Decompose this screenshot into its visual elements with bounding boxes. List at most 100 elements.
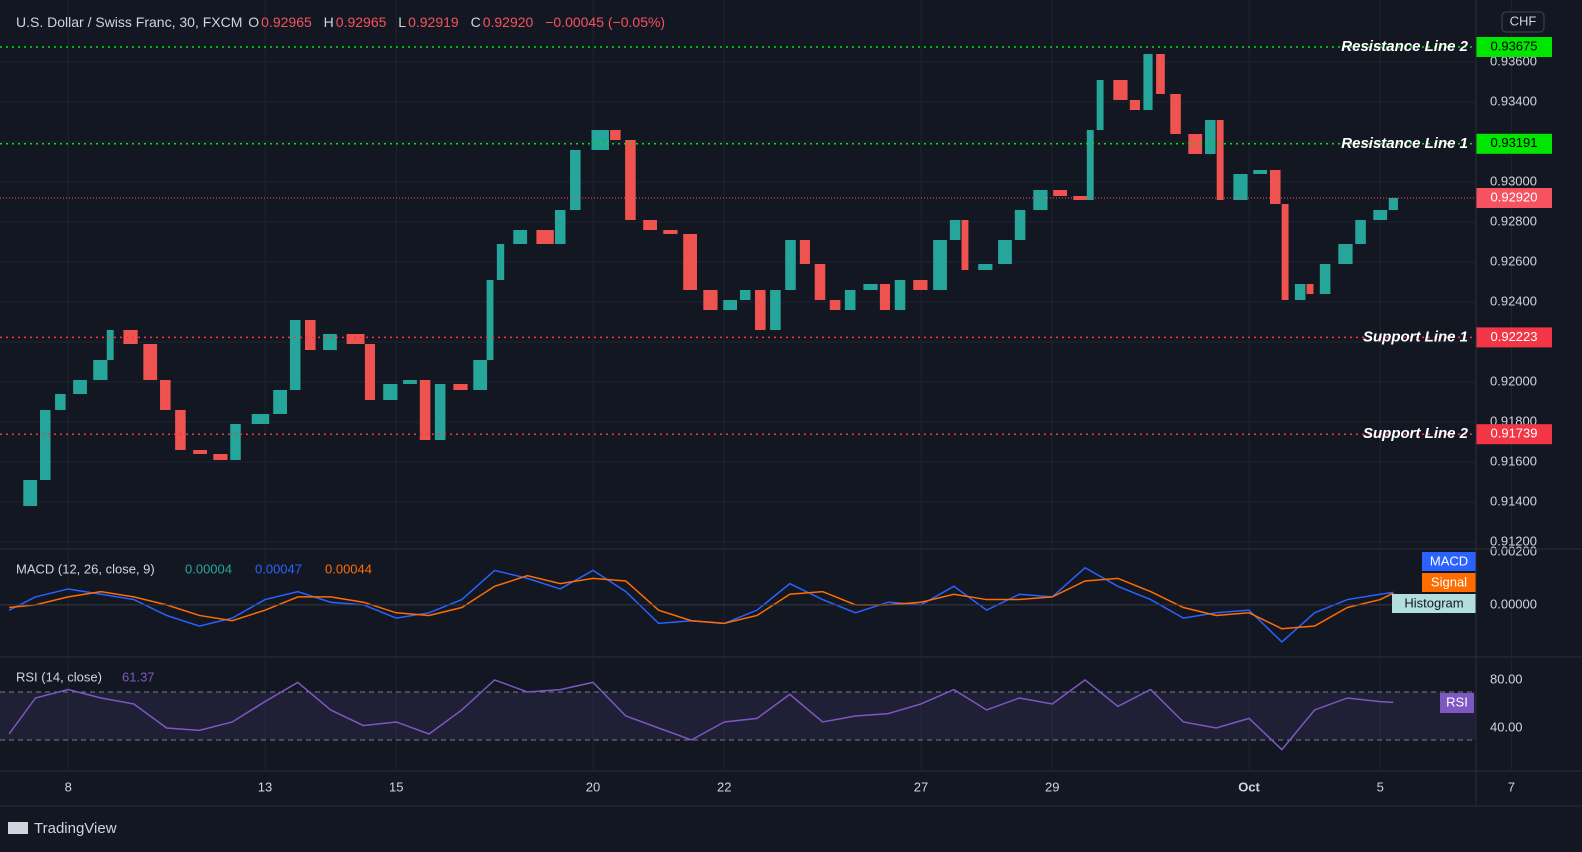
candle [913, 280, 928, 290]
level-price: 0.93191 [1491, 135, 1538, 150]
brand: TradingView [34, 820, 117, 837]
y-tick-label: 0.93400 [1490, 93, 1537, 108]
candle [591, 130, 609, 150]
level-name: Resistance Line 1 [1341, 135, 1468, 152]
candle [1113, 80, 1128, 100]
y-tick-label: 0.00200 [1490, 543, 1537, 558]
candle [106, 330, 114, 360]
y-tick-label: 0.92000 [1490, 373, 1537, 388]
candle [879, 284, 890, 310]
candle [625, 140, 636, 220]
candle [1269, 170, 1281, 204]
level-price-box [1476, 37, 1552, 57]
candle [723, 300, 738, 310]
candle [961, 220, 969, 270]
series-line [9, 574, 1394, 630]
level-name: Resistance Line 2 [1341, 38, 1468, 55]
legend-label: Signal [1431, 574, 1467, 589]
candle [1306, 284, 1314, 294]
candle [894, 280, 906, 310]
candle [643, 220, 657, 230]
candle [143, 344, 158, 380]
candle [739, 290, 751, 300]
footer [0, 807, 1582, 852]
currency-badge [1501, 11, 1545, 33]
legend-box [1392, 594, 1476, 613]
candle [273, 390, 287, 414]
candle [1373, 210, 1388, 220]
candle [770, 290, 781, 330]
candle [1156, 54, 1165, 94]
y-tick-label: 0.93000 [1490, 173, 1537, 188]
candle [829, 300, 841, 310]
x-tick-label: 7 [1508, 779, 1515, 794]
logo-mark [8, 822, 28, 834]
candle [570, 150, 581, 210]
l-label: L [398, 14, 407, 30]
o-label: O [248, 14, 260, 30]
candle [814, 264, 826, 300]
level-price-box [1476, 424, 1552, 445]
x-tick-label: 13 [258, 779, 272, 794]
candle [289, 320, 301, 390]
change: −0.00045 (−0.05%) [545, 14, 666, 30]
open: 0.92965 [261, 14, 312, 30]
candle [610, 130, 621, 140]
pane-title: MACD (12, 26, close, 9) [16, 561, 155, 576]
x-tick-label: 27 [914, 779, 928, 794]
candle [251, 414, 270, 424]
candle [1096, 80, 1104, 130]
candle [486, 280, 494, 360]
currency: CHF [1510, 13, 1537, 28]
candle [346, 334, 365, 344]
y-tick-label: 0.91400 [1490, 493, 1537, 508]
candle [193, 450, 207, 454]
x-tick-label: 20 [586, 779, 600, 794]
level-price: 0.93675 [1491, 38, 1538, 53]
candle [55, 394, 66, 410]
level-price-box [1476, 327, 1552, 348]
last-price-box [1476, 188, 1552, 208]
x-tick-label: 22 [717, 779, 731, 794]
candle [39, 410, 51, 480]
candle [23, 480, 38, 506]
candle [663, 230, 678, 234]
level-name: Support Line 1 [1363, 328, 1468, 345]
candle [496, 244, 505, 280]
y-tick-label: 0.92600 [1490, 253, 1537, 268]
candle [755, 290, 766, 330]
header: U.S. Dollar / Swiss Franc, 30, FXCM O 0.9… [16, 14, 673, 30]
x-tick-label: 8 [65, 779, 72, 794]
rsi-badge-label: RSI [1446, 694, 1468, 709]
level-price-box [1476, 133, 1552, 154]
candle [863, 284, 878, 290]
candle [364, 344, 376, 400]
y-tick-label: 0.93600 [1490, 53, 1537, 68]
candle [403, 380, 417, 384]
candle [1129, 100, 1140, 110]
last-price: 0.92920 [1491, 189, 1538, 204]
candle [1388, 198, 1398, 210]
pane-readout: 61.37 [122, 669, 155, 684]
level-price: 0.92223 [1491, 329, 1538, 344]
candle [93, 360, 108, 380]
candle [799, 240, 810, 264]
y-tick-label: 0.92400 [1490, 293, 1537, 308]
candle [554, 210, 566, 244]
high: 0.92965 [335, 14, 387, 30]
y-tick-label: 80.00 [1490, 671, 1523, 686]
pane-title: RSI (14, close) [16, 669, 102, 684]
candle [1281, 204, 1289, 300]
candle [1338, 244, 1353, 264]
candle [1216, 120, 1224, 200]
candle [383, 384, 398, 400]
x-tick-label: Oct [1238, 779, 1260, 794]
candle [305, 320, 316, 350]
candle [160, 380, 171, 410]
candle [949, 220, 961, 240]
candle [453, 384, 468, 390]
candle [1053, 190, 1067, 196]
candle [785, 240, 796, 290]
candle [998, 240, 1012, 264]
